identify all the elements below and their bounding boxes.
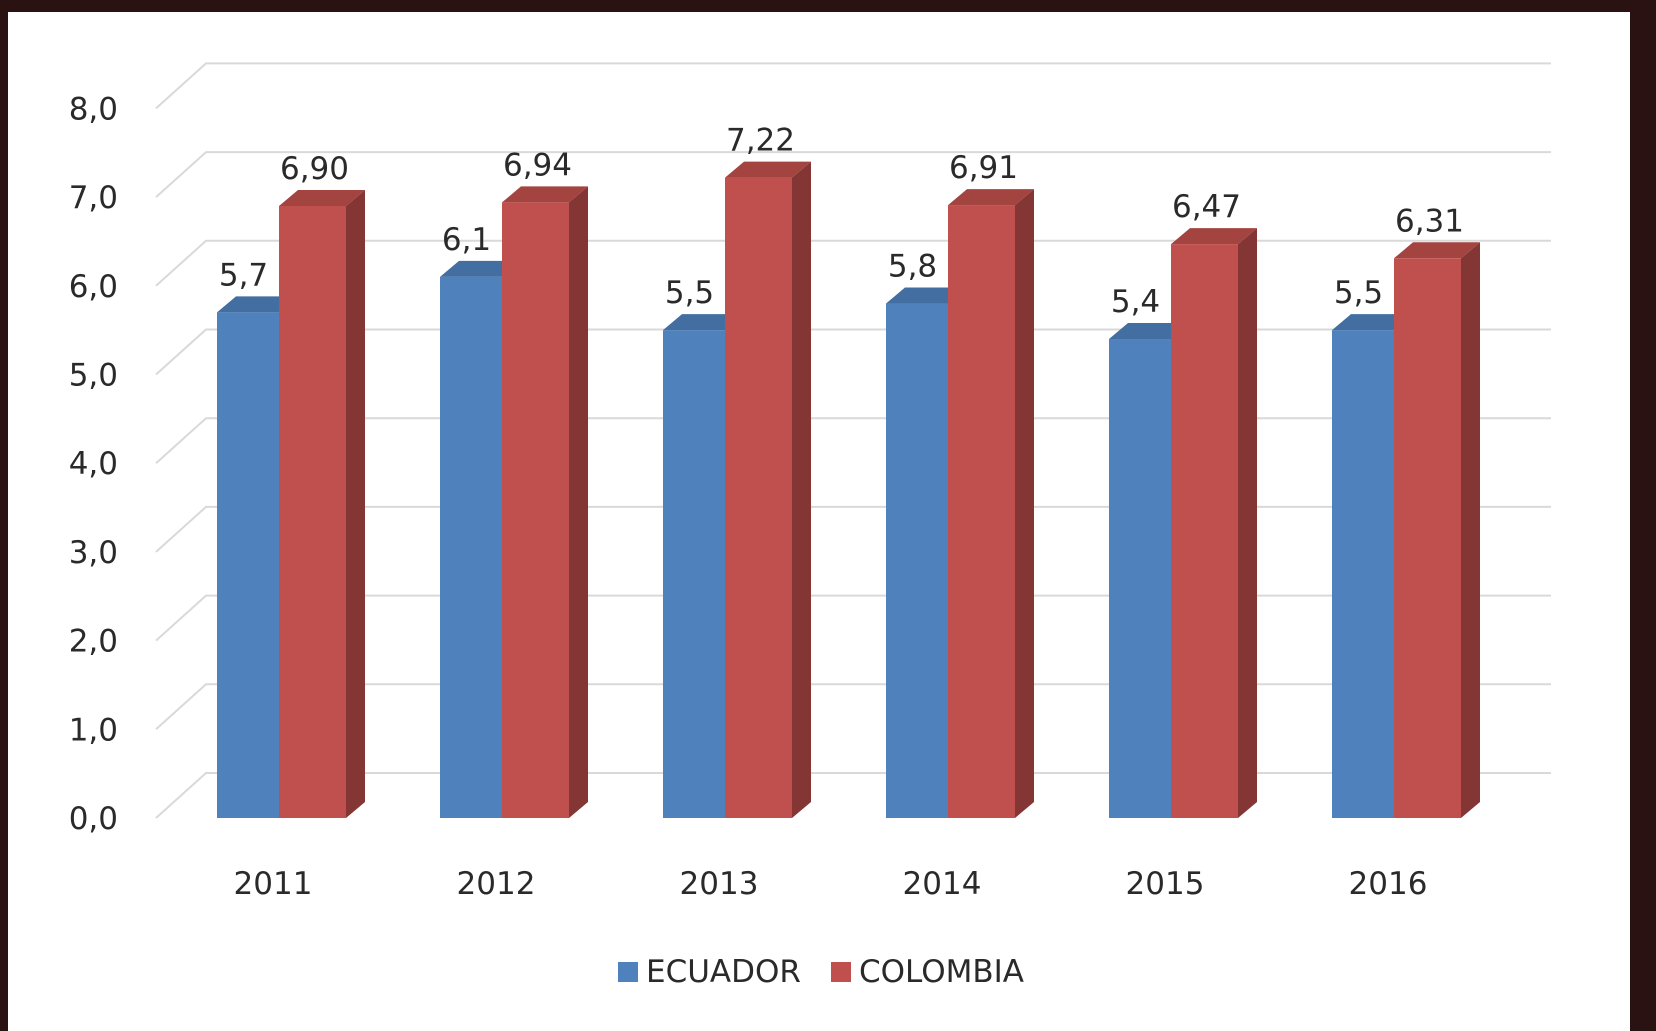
data-label-colombia-2011: 6,90	[280, 151, 349, 187]
bar-top	[279, 189, 365, 206]
bar-front	[1109, 339, 1176, 818]
data-label-ecuador-2013: 5,5	[665, 275, 714, 311]
bar-top	[725, 161, 811, 178]
bar-colombia-2012	[502, 186, 588, 818]
data-label-colombia-2012: 6,94	[503, 147, 572, 183]
bar-front	[948, 205, 1015, 818]
y-tick-label: 0,0	[69, 801, 118, 837]
x-axis-ticks: 2011 2012 2013 2014 2015 2016	[234, 866, 1428, 902]
bar-front	[502, 202, 569, 818]
legend-swatch-colombia	[831, 962, 851, 982]
data-label-colombia-2014: 6,91	[949, 150, 1018, 186]
bar-top	[502, 186, 588, 203]
bar-front	[1171, 244, 1238, 819]
y-tick-label: 8,0	[69, 91, 118, 127]
bar-front	[1394, 258, 1461, 818]
y-tick-label: 4,0	[69, 446, 118, 482]
bar-front	[1332, 330, 1399, 818]
bar-front	[663, 330, 730, 818]
x-tick-label-2013: 2013	[680, 866, 759, 902]
x-tick-label-2014: 2014	[903, 866, 982, 902]
data-labels: 5,7 6,90 6,1 6,94 5,5 7,22 5,8 6,91 5,4 6,47 5,5 6,…	[219, 123, 1464, 320]
bar-side	[1015, 189, 1034, 818]
legend: ECUADOR COLOMBIA	[618, 954, 1024, 990]
x-tick-label-2011: 2011	[234, 866, 313, 902]
data-label-ecuador-2016: 5,5	[1334, 275, 1383, 311]
gridline	[155, 683, 1551, 731]
bar-top	[948, 189, 1034, 206]
bar-colombia-2016	[1394, 242, 1480, 819]
legend-swatch-ecuador	[618, 962, 638, 982]
data-label-colombia-2013: 7,22	[726, 123, 795, 159]
bar-side	[346, 189, 365, 819]
bar-colombia-2015	[1171, 228, 1257, 819]
x-tick-label-2015: 2015	[1126, 866, 1205, 902]
bar-side	[1461, 242, 1480, 819]
gridline	[155, 239, 1551, 287]
y-tick-label: 7,0	[69, 180, 118, 216]
x-tick-label-2012: 2012	[457, 866, 536, 902]
y-tick-label: 3,0	[69, 535, 118, 571]
bar-colombia-2014	[948, 189, 1034, 818]
data-label-ecuador-2015: 5,4	[1111, 284, 1160, 320]
gridline	[155, 594, 1551, 642]
bars	[217, 161, 1480, 819]
gridline	[155, 151, 1551, 198]
bar-side	[1238, 228, 1257, 819]
data-label-ecuador-2012: 6,1	[442, 222, 491, 258]
data-label-colombia-2015: 6,47	[1172, 189, 1241, 225]
y-tick-label: 2,0	[69, 624, 118, 660]
chart-frame: 0,0 1,0 2,0 3,0 4,0 5,0 6,0 7,0 8,0 5,7 6,90 6,1 6,…	[8, 12, 1630, 1031]
data-label-ecuador-2014: 5,8	[888, 249, 937, 285]
bar-colombia-2013	[725, 161, 811, 818]
data-label-colombia-2016: 6,31	[1395, 203, 1464, 239]
gridline	[155, 417, 1551, 464]
gridline	[155, 772, 1551, 819]
legend-label-ecuador: ECUADOR	[646, 954, 801, 990]
y-tick-label: 1,0	[69, 712, 118, 748]
gridline	[155, 505, 1551, 553]
bar-front	[279, 205, 346, 819]
bar-top	[1394, 242, 1480, 259]
bar-top	[1171, 228, 1257, 245]
x-tick-label-2016: 2016	[1349, 866, 1428, 902]
bar-front	[440, 276, 507, 818]
gridline	[155, 62, 1551, 110]
bar-side	[792, 161, 811, 818]
y-axis-ticks: 0,0 1,0 2,0 3,0 4,0 5,0 6,0 7,0 8,0	[69, 91, 118, 837]
bar-front	[217, 312, 284, 818]
bar-front	[886, 303, 953, 818]
bar-colombia-2011	[279, 189, 365, 819]
y-tick-label: 6,0	[69, 269, 118, 305]
gridlines	[155, 62, 1551, 819]
legend-label-colombia: COLOMBIA	[859, 954, 1024, 990]
bar-front	[725, 177, 792, 818]
chart: 0,0 1,0 2,0 3,0 4,0 5,0 6,0 7,0 8,0 5,7 6,90 6,1 6,…	[69, 62, 1551, 990]
y-tick-label: 5,0	[69, 358, 118, 394]
data-label-ecuador-2011: 5,7	[219, 257, 268, 293]
gridline	[155, 328, 1551, 376]
bar-side	[569, 186, 588, 818]
